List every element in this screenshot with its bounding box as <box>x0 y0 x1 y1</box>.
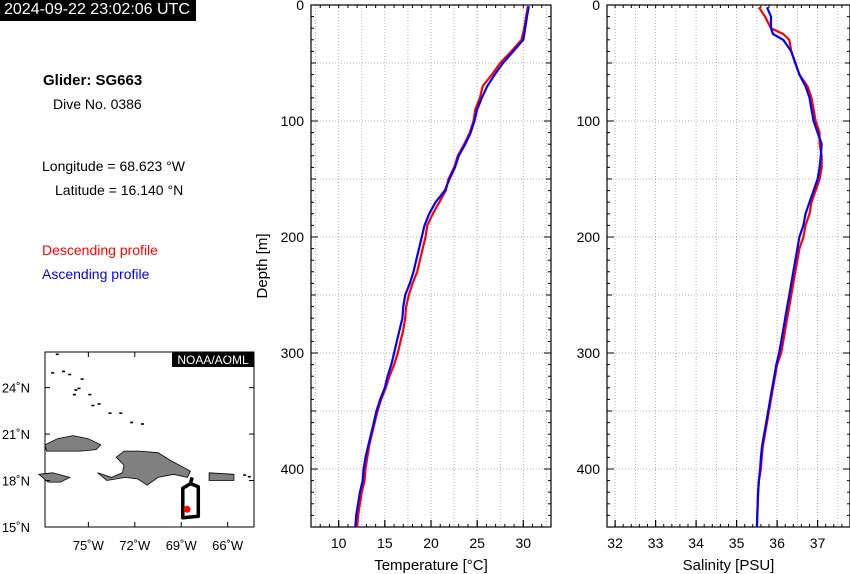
island-mark <box>77 387 81 390</box>
x-tick-label: 35 <box>729 535 745 551</box>
island-mark <box>247 475 251 478</box>
plot-frame <box>606 4 850 528</box>
y-tick-label: 300 <box>577 345 601 361</box>
cuba-shape <box>44 435 102 452</box>
x-tick-label: 32 <box>607 535 623 551</box>
map-lon-label: 72˚W <box>119 538 151 553</box>
x-tick-label: 10 <box>331 535 347 551</box>
island-mark <box>243 474 247 476</box>
x-tick-label: 34 <box>688 535 704 551</box>
y-tick-label: 200 <box>281 229 305 245</box>
x-tick-label: 37 <box>810 535 826 551</box>
y-tick-label: 300 <box>281 345 305 361</box>
longitude-label: Longitude = 68.623 °W <box>42 158 185 174</box>
island-mark <box>108 412 112 414</box>
island-mark <box>74 389 78 391</box>
x-tick-label: 20 <box>423 535 439 551</box>
island-mark <box>97 403 101 405</box>
y-tick-label: 400 <box>281 461 305 477</box>
dive-number: Dive No. 0386 <box>53 96 142 112</box>
y-tick-label: 200 <box>577 229 601 245</box>
x-tick-label: 25 <box>469 535 485 551</box>
y-tick-label: 0 <box>296 0 304 13</box>
ascending-series-line <box>755 6 823 528</box>
x-tick-label: 15 <box>377 535 393 551</box>
ascending-series-line <box>354 6 530 528</box>
glider-title: Glider: SG663 <box>43 72 143 89</box>
x-axis-label: Salinity [PSU] <box>683 557 775 574</box>
island-mark <box>68 373 72 376</box>
land-masses <box>37 353 251 486</box>
legend-ascending: Ascending profile <box>42 266 150 282</box>
descending-series-line <box>356 6 529 528</box>
map-lat-label: 18˚N <box>2 474 30 489</box>
x-tick-label: 33 <box>648 535 664 551</box>
island-mark <box>62 370 65 373</box>
x-tick-label: 30 <box>516 535 532 551</box>
map-credit-box <box>172 352 254 367</box>
timestamp-label: 2024-09-22 23:02:06 UTC <box>0 0 196 21</box>
map-lon-label: 75˚W <box>73 538 105 553</box>
island-mark <box>55 353 59 356</box>
island-mark <box>80 378 84 380</box>
island-mark <box>119 412 123 414</box>
latitude-label: Latitude = 16.140 °N <box>55 182 184 198</box>
puerto-rico-shape <box>208 472 235 481</box>
island-mark <box>141 423 144 425</box>
hispaniola-shape <box>97 450 192 486</box>
map-lat-label: 21˚N <box>2 427 30 442</box>
map-credit: NOAA/AOML <box>177 353 249 367</box>
legend-descending: Descending profile <box>42 242 158 258</box>
map-lat-label: 15˚N <box>2 520 30 535</box>
map-lat-label: 24˚N <box>2 381 30 396</box>
salinity-chart: 32 33 34 35 36 37 0 100 200 300 400 Salinity [PSU] <box>577 0 850 574</box>
island-mark <box>88 393 92 396</box>
y-tick-label: 0 <box>592 0 600 13</box>
island-mark <box>51 372 55 374</box>
y-tick-label: 100 <box>281 113 305 129</box>
glider-track <box>181 476 201 520</box>
map-ticks: 24˚N 21˚N 18˚N 15˚N 75˚W 72˚W 69˚W 66˚W <box>2 352 254 553</box>
y-axis-label: Depth [m] <box>254 233 271 298</box>
island-mark <box>72 393 76 396</box>
track-line <box>181 476 201 520</box>
descending-series-line <box>755 6 823 528</box>
x-axis-label: Temperature [°C] <box>374 557 488 574</box>
map-lon-label: 69˚W <box>166 538 198 553</box>
map-lon-label: 66˚W <box>212 538 244 553</box>
island-mark <box>130 421 134 424</box>
island-mark <box>91 404 95 407</box>
location-map: NOAA/AOML 24˚N 21˚N 18˚N 15˚N 75˚W 72˚W 69˚W 66… <box>2 351 255 553</box>
x-tick-label: 36 <box>769 535 785 551</box>
y-tick-label: 400 <box>577 461 601 477</box>
glider-position-marker <box>183 505 191 513</box>
y-tick-label: 100 <box>577 113 601 129</box>
